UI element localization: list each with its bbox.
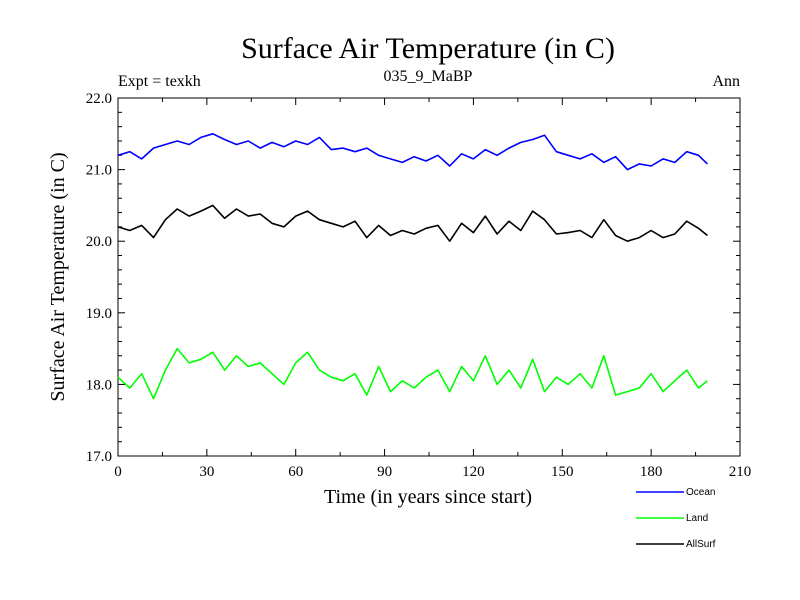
x-tick-label: 60: [288, 464, 303, 480]
y-axis-label: Surface Air Temperature (in C): [47, 152, 69, 401]
y-tick-label: 18.0: [86, 377, 112, 393]
y-tick-label: 22.0: [86, 91, 112, 107]
series-line-ocean: [117, 133, 708, 171]
x-tick-label: 90: [377, 464, 392, 480]
period-label: Ann: [712, 73, 740, 90]
experiment-label: Expt = texkh: [118, 73, 201, 90]
y-tick-label: 19.0: [86, 306, 112, 322]
legend-label-ocean: Ocean: [686, 487, 715, 498]
series-line-land: [117, 347, 708, 400]
y-axis: 17.0 18.0 19.0 20.0 21.0 22.0: [86, 91, 740, 465]
x-tick-label: 180: [640, 464, 663, 480]
series-line-allsurf: [117, 204, 708, 242]
y-tick-label: 20.0: [86, 234, 112, 250]
plot-frame: [117, 97, 741, 457]
legend-label-allsurf: AllSurf: [686, 539, 716, 550]
x-tick-label: 30: [199, 464, 214, 480]
series-lines: [117, 133, 708, 400]
legend: Ocean Land AllSurf: [636, 487, 716, 550]
y-tick-label: 21.0: [86, 163, 112, 179]
legend-label-land: Land: [686, 513, 708, 524]
x-tick-label: 120: [462, 464, 485, 480]
x-axis: 0 30 60 90 120 150 180 210: [114, 98, 751, 480]
y-tick-label: 17.0: [86, 449, 112, 465]
x-tick-label: 150: [551, 464, 574, 480]
chart-title: Surface Air Temperature (in C): [241, 32, 615, 65]
x-axis-label: Time (in years since start): [324, 486, 532, 508]
x-tick-label: 210: [729, 464, 752, 480]
x-tick-label: 0: [114, 464, 122, 480]
chart-subtitle: 035_9_MaBP: [384, 68, 473, 85]
